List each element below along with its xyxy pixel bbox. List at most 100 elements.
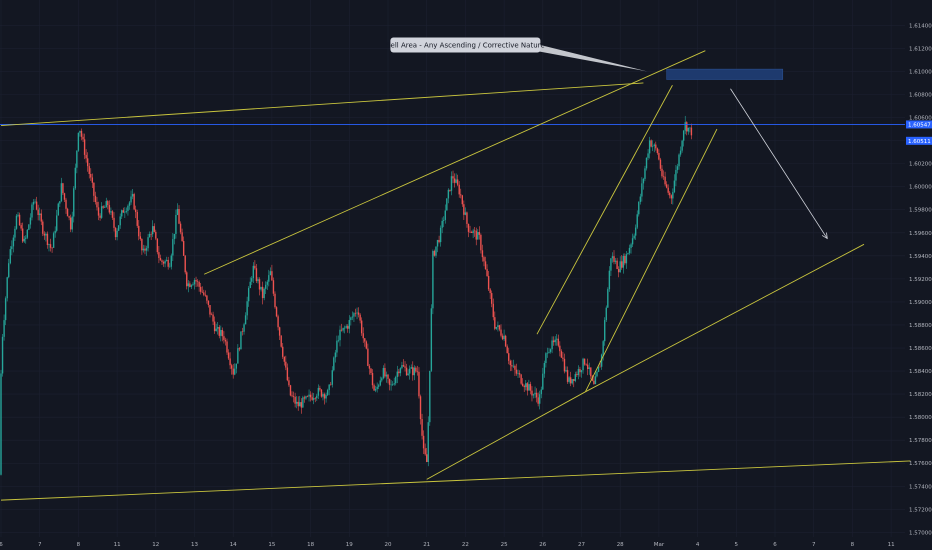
x-tick-label: 19 xyxy=(346,542,353,548)
candle-body xyxy=(607,289,609,308)
candle-body xyxy=(684,122,686,131)
candle-body xyxy=(557,338,559,346)
candle-body xyxy=(201,291,203,293)
candle-body xyxy=(45,233,47,236)
candle-body xyxy=(393,383,395,385)
candle-body xyxy=(198,281,200,287)
candle-body xyxy=(487,276,490,290)
candle-body xyxy=(450,176,453,191)
candle-body xyxy=(9,249,11,264)
candle-body xyxy=(494,317,496,329)
candle-body xyxy=(317,387,320,396)
candle-body xyxy=(241,331,244,333)
candle-body xyxy=(653,144,655,147)
candle-body xyxy=(354,313,357,314)
candle-body xyxy=(443,219,445,221)
candle-body xyxy=(31,204,33,218)
wedge-upper-line xyxy=(536,85,673,335)
candle-body xyxy=(556,338,558,340)
candle-body xyxy=(193,280,196,285)
candle-body xyxy=(153,226,155,232)
candle-body xyxy=(108,205,111,213)
candle-body xyxy=(76,150,78,168)
candle-body xyxy=(74,167,77,189)
candle-body xyxy=(144,248,146,251)
candle-body xyxy=(473,230,476,232)
x-tick-label: 25 xyxy=(501,542,508,548)
candle-body xyxy=(356,312,358,314)
candle-body xyxy=(124,211,126,213)
candle-body xyxy=(576,374,578,376)
candle-body xyxy=(483,257,485,262)
candle-body xyxy=(529,384,532,391)
candle-body xyxy=(360,320,363,334)
candle-body xyxy=(396,371,398,377)
candle-body xyxy=(689,127,691,129)
candle-body xyxy=(203,292,205,295)
candle-body xyxy=(642,178,645,184)
candle-body xyxy=(142,248,145,251)
candle-body xyxy=(39,213,41,215)
candle-body xyxy=(252,265,255,279)
candle-body xyxy=(249,281,251,289)
candle-body xyxy=(107,201,109,206)
candle-body xyxy=(398,371,400,374)
candle-body xyxy=(574,374,577,381)
candle-body xyxy=(343,327,346,329)
candle-body xyxy=(460,194,462,196)
price-axis[interactable]: 1.614001.612001.610001.608001.606001.604… xyxy=(906,23,932,550)
candle-body xyxy=(220,329,222,336)
candle-body xyxy=(495,326,498,329)
y-tick-label: 1.58800 xyxy=(909,323,932,329)
candle-body xyxy=(102,206,104,208)
candle-body xyxy=(631,238,634,245)
candle-body xyxy=(165,259,168,261)
candles xyxy=(0,115,693,476)
candle-body xyxy=(438,239,440,243)
candle-body xyxy=(405,367,408,376)
candle-body xyxy=(97,207,100,216)
candle-body xyxy=(238,348,241,350)
candle-body xyxy=(608,270,611,290)
y-tick-label: 1.61400 xyxy=(909,23,932,29)
projection-arrow-head xyxy=(821,232,828,240)
wedge-support-line xyxy=(585,243,865,393)
candle-body xyxy=(291,395,293,397)
candle-body xyxy=(427,422,429,462)
candle-body xyxy=(681,140,683,151)
candle-body xyxy=(235,363,237,369)
candle-body xyxy=(600,354,603,367)
candle-body xyxy=(128,202,131,206)
candle-body xyxy=(461,195,464,205)
price-tag xyxy=(906,120,932,129)
candle-body xyxy=(182,241,185,256)
candle-body xyxy=(665,184,668,188)
x-tick-label: 8 xyxy=(851,542,855,548)
x-tick-label: 21 xyxy=(423,542,430,548)
candle-body xyxy=(453,178,456,183)
candle-body xyxy=(209,305,211,315)
candle-body xyxy=(687,127,690,132)
candle-body xyxy=(478,232,481,235)
callout: Sell Area - Any Ascending / Corrective N… xyxy=(386,37,648,72)
candle-body xyxy=(528,384,530,391)
candle-body xyxy=(136,212,138,226)
candle-body xyxy=(274,293,276,308)
candle-body xyxy=(381,378,383,381)
time-axis[interactable]: 6 7 8 11 12 13 14 15 18 19 20 21 22 25 26 27 28 Mar 4 5 6 7 8 1… xyxy=(0,542,895,548)
candle-body xyxy=(159,257,162,261)
candle-body xyxy=(1,336,4,374)
candle-body xyxy=(213,321,216,332)
candle-body xyxy=(602,341,604,355)
y-tick-label: 1.58200 xyxy=(909,392,932,398)
candle-body xyxy=(263,288,265,299)
candle-body xyxy=(121,210,123,217)
candle-body xyxy=(669,192,671,196)
candle-body xyxy=(255,268,258,282)
candle-body xyxy=(571,379,573,384)
x-tick-label: 8 xyxy=(77,542,81,548)
candle-body xyxy=(42,221,44,234)
candle-body xyxy=(374,389,377,391)
